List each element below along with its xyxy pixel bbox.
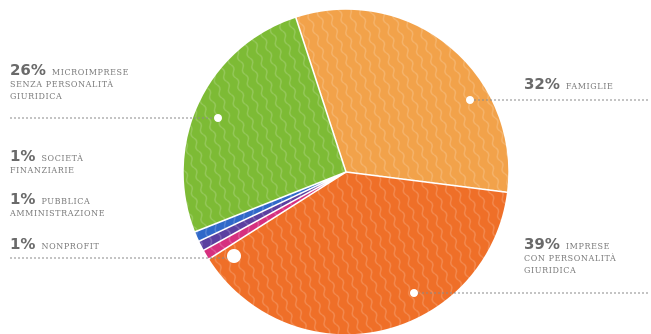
label-imprese-line3: GIURIDICA <box>524 266 577 275</box>
label-nonprofit-line1: NONPROFIT <box>41 242 100 251</box>
label-nonprofit-pct: 1% <box>10 235 36 253</box>
label-famiglie-line1: FAMIGLIE <box>565 82 614 91</box>
leader-dot-famiglie <box>466 96 474 104</box>
label-microimprese-line2: SENZA PERSONALITÀ <box>10 80 114 89</box>
label-finanz-line2: FINANZIARIE <box>10 166 75 175</box>
leader-dot-small-slices <box>227 249 241 263</box>
label-microimprese: 26% MICROIMPRESE SENZA PERSONALITÀ GIURID… <box>10 61 130 103</box>
wood-grain-overlay <box>183 9 509 334</box>
label-famiglie: 32% FAMIGLIE <box>524 75 614 93</box>
label-societa-finanziarie: 1% SOCIETÀ FINANZIARIE <box>10 147 84 177</box>
label-pa-pct: 1% <box>10 190 36 208</box>
label-microimprese-pct: 26% <box>10 61 46 79</box>
label-finanz-pct: 1% <box>10 147 36 165</box>
label-imprese-line1: IMPRESE <box>565 242 611 251</box>
label-famiglie-pct: 32% <box>524 75 560 93</box>
label-imprese: 39% IMPRESE CON PERSONALITÀ GIURIDICA <box>524 235 617 277</box>
leader-dot-imprese <box>410 289 418 297</box>
leader-dot-microimprese <box>214 114 222 122</box>
label-microimprese-line3: GIURIDICA <box>10 92 63 101</box>
label-nonprofit: 1% NONPROFIT <box>10 235 100 253</box>
label-imprese-line2: CON PERSONALITÀ <box>524 254 617 263</box>
leader-lines <box>10 96 648 297</box>
label-pa-line2: AMMINISTRAZIONE <box>10 209 106 218</box>
label-pubblica-amministrazione: 1% PUBBLICA AMMINISTRAZIONE <box>10 190 106 220</box>
label-imprese-pct: 39% <box>524 235 560 253</box>
label-microimprese-line1: MICROIMPRESE <box>51 68 130 77</box>
label-finanz-line1: SOCIETÀ <box>41 154 84 163</box>
label-pa-line1: PUBBLICA <box>41 197 91 206</box>
